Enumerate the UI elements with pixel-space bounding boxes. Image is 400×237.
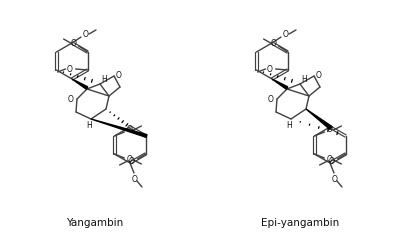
Text: Epi-yangambin: Epi-yangambin: [261, 218, 339, 228]
Text: O: O: [71, 38, 76, 47]
Text: Yangambin: Yangambin: [66, 218, 124, 228]
Text: H: H: [86, 120, 92, 129]
Text: O: O: [329, 156, 334, 165]
Text: O: O: [83, 29, 89, 38]
Text: O: O: [132, 174, 138, 183]
Text: O: O: [326, 155, 332, 164]
Text: O: O: [116, 70, 122, 79]
Text: O: O: [126, 155, 132, 164]
Text: O: O: [126, 126, 132, 135]
Polygon shape: [272, 79, 288, 89]
Text: O: O: [268, 95, 274, 104]
Text: O: O: [271, 38, 276, 47]
Text: H: H: [286, 120, 292, 129]
Text: O: O: [67, 64, 72, 73]
Text: O: O: [68, 95, 74, 104]
Text: H: H: [301, 74, 307, 83]
Text: O: O: [316, 70, 322, 79]
Text: H: H: [101, 74, 107, 83]
Polygon shape: [72, 79, 88, 89]
Text: O: O: [283, 29, 289, 38]
Text: O: O: [267, 64, 272, 73]
Polygon shape: [91, 119, 147, 137]
Text: O: O: [129, 156, 134, 165]
Text: O: O: [326, 126, 332, 135]
Text: O: O: [332, 174, 338, 183]
Polygon shape: [306, 109, 332, 129]
